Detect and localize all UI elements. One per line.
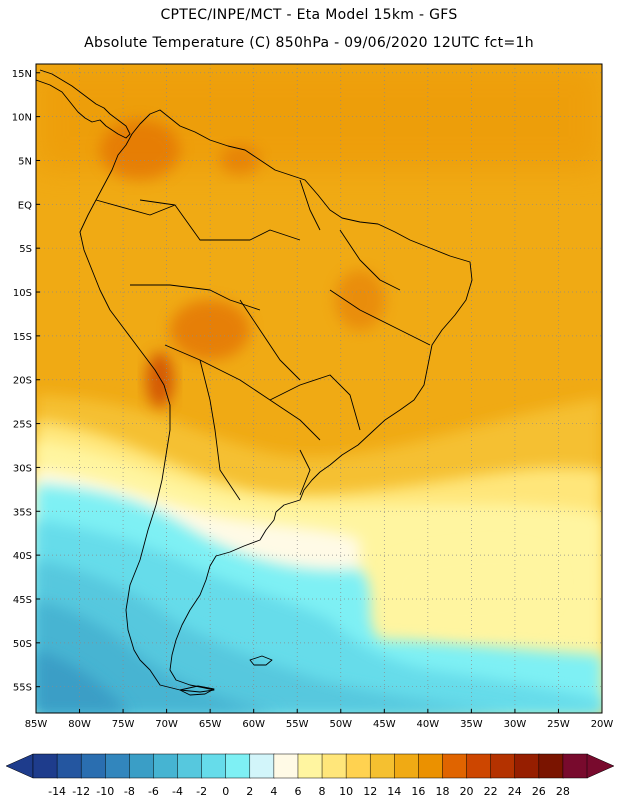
colorbar-label: 18 (435, 785, 449, 798)
colorbar-swatch (177, 753, 203, 779)
lon-tick-label: 25W (547, 719, 570, 730)
lat-tick-label: 40S (13, 551, 32, 562)
colorbar-label: 0 (222, 785, 229, 798)
colorbar-label: -10 (96, 785, 114, 798)
lat-tick-label: EQ (18, 200, 32, 211)
lon-tick-label: 55W (286, 719, 309, 730)
colorbar-label: -8 (124, 785, 135, 798)
lon-tick-label: 35W (460, 719, 483, 730)
colorbar-swatch (466, 753, 492, 779)
colorbar-swatch (273, 753, 299, 779)
longitude-labels: 85W 80W 75W 70W 65W 60W 55W 50W 45W 40W 35W 30W 25W 2… (25, 709, 614, 730)
colorbar-swatch (32, 753, 58, 779)
colorbar-swatch (225, 753, 251, 779)
colorbar-swatch (249, 753, 275, 779)
lat-tick-label: 55S (13, 683, 32, 694)
colorbar-label: -12 (72, 785, 90, 798)
temperature-field (36, 64, 602, 713)
colorbar-label: 6 (294, 785, 301, 798)
colorbar-swatch (129, 753, 155, 779)
colorbar-label: 12 (363, 785, 377, 798)
colorbar-label: -4 (172, 785, 183, 798)
colorbar-label: 10 (339, 785, 353, 798)
colorbar-label: 14 (387, 785, 401, 798)
colorbar-label: 22 (484, 785, 498, 798)
lon-tick-label: 20W (591, 719, 614, 730)
lat-tick-label: 5N (18, 156, 32, 167)
colorbar-label: 20 (460, 785, 474, 798)
lon-tick-label: 85W (25, 719, 48, 730)
latitude-labels: 15N 10N 5N EQ 5S 10S 15S 20S 25S 30S 35S 40S 45S 50S 5… (12, 69, 40, 694)
colorbar-high-extension (586, 753, 615, 779)
colorbar-swatch (418, 753, 444, 779)
colorbar-label: -14 (48, 785, 66, 798)
lat-tick-label: 45S (13, 595, 32, 606)
colorbar-label: 2 (246, 785, 253, 798)
lat-tick-label: 15S (13, 332, 32, 343)
lat-tick-label: 20S (13, 376, 32, 387)
lon-tick-label: 65W (199, 719, 222, 730)
colorbar-label: 28 (556, 785, 570, 798)
map-frame (35, 63, 603, 714)
lon-tick-label: 75W (112, 719, 135, 730)
colorbar-label: 4 (270, 785, 277, 798)
colorbar-swatch (321, 753, 347, 779)
lon-tick-label: 70W (155, 719, 178, 730)
lat-tick-label: 25S (13, 420, 32, 431)
lat-tick-label: 35S (13, 507, 32, 518)
lat-tick-label: 15N (12, 69, 32, 80)
lon-tick-label: 45W (373, 719, 396, 730)
lat-tick-label: 10N (12, 113, 32, 124)
temperature-colorbar: -14 -12 -10 -8 -6 -4 -2 0 2 4 6 8 10 12 14 16 18 20 22 24 26… (5, 753, 615, 798)
colorbar-swatch (490, 753, 516, 779)
map-subtitle: Absolute Temperature (C) 850hPa - 09/06/… (84, 35, 534, 51)
lon-tick-label: 40W (417, 719, 440, 730)
lon-tick-label: 30W (504, 719, 527, 730)
colorbar-swatch (80, 753, 107, 779)
map-title: CPTEC/INPE/MCT - Eta Model 15km - GFS (160, 7, 458, 23)
colorbar-label: 24 (508, 785, 522, 798)
lon-tick-label: 50W (329, 719, 352, 730)
colorbar-label: -2 (196, 785, 207, 798)
colorbar-label: 16 (411, 785, 425, 798)
lat-tick-label: 30S (13, 463, 32, 474)
gridlines (36, 64, 602, 713)
lon-tick-label: 60W (242, 719, 265, 730)
colorbar-swatch (105, 753, 131, 779)
coastlines (36, 69, 473, 696)
lat-tick-label: 5S (19, 244, 32, 255)
colorbar-swatch (153, 753, 179, 779)
colorbar-swatch (538, 753, 564, 779)
colorbar-low-extension (5, 753, 34, 779)
colorbar-swatch (201, 753, 227, 779)
colorbar-swatch (297, 753, 323, 779)
colorbar-swatch (56, 753, 82, 779)
colorbar-swatch (562, 753, 588, 779)
colorbar-swatch (514, 753, 540, 779)
lat-tick-label: 10S (13, 288, 32, 299)
colorbar-swatch (345, 753, 371, 779)
colorbar-label: 26 (532, 785, 546, 798)
colorbar-swatch (442, 753, 468, 779)
colorbar-label: 8 (319, 785, 326, 798)
lat-tick-label: 50S (13, 639, 32, 650)
lon-tick-label: 80W (68, 719, 91, 730)
colorbar-label: -6 (148, 785, 159, 798)
colorbar-swatch (394, 753, 420, 779)
colorbar-swatch (369, 753, 396, 779)
